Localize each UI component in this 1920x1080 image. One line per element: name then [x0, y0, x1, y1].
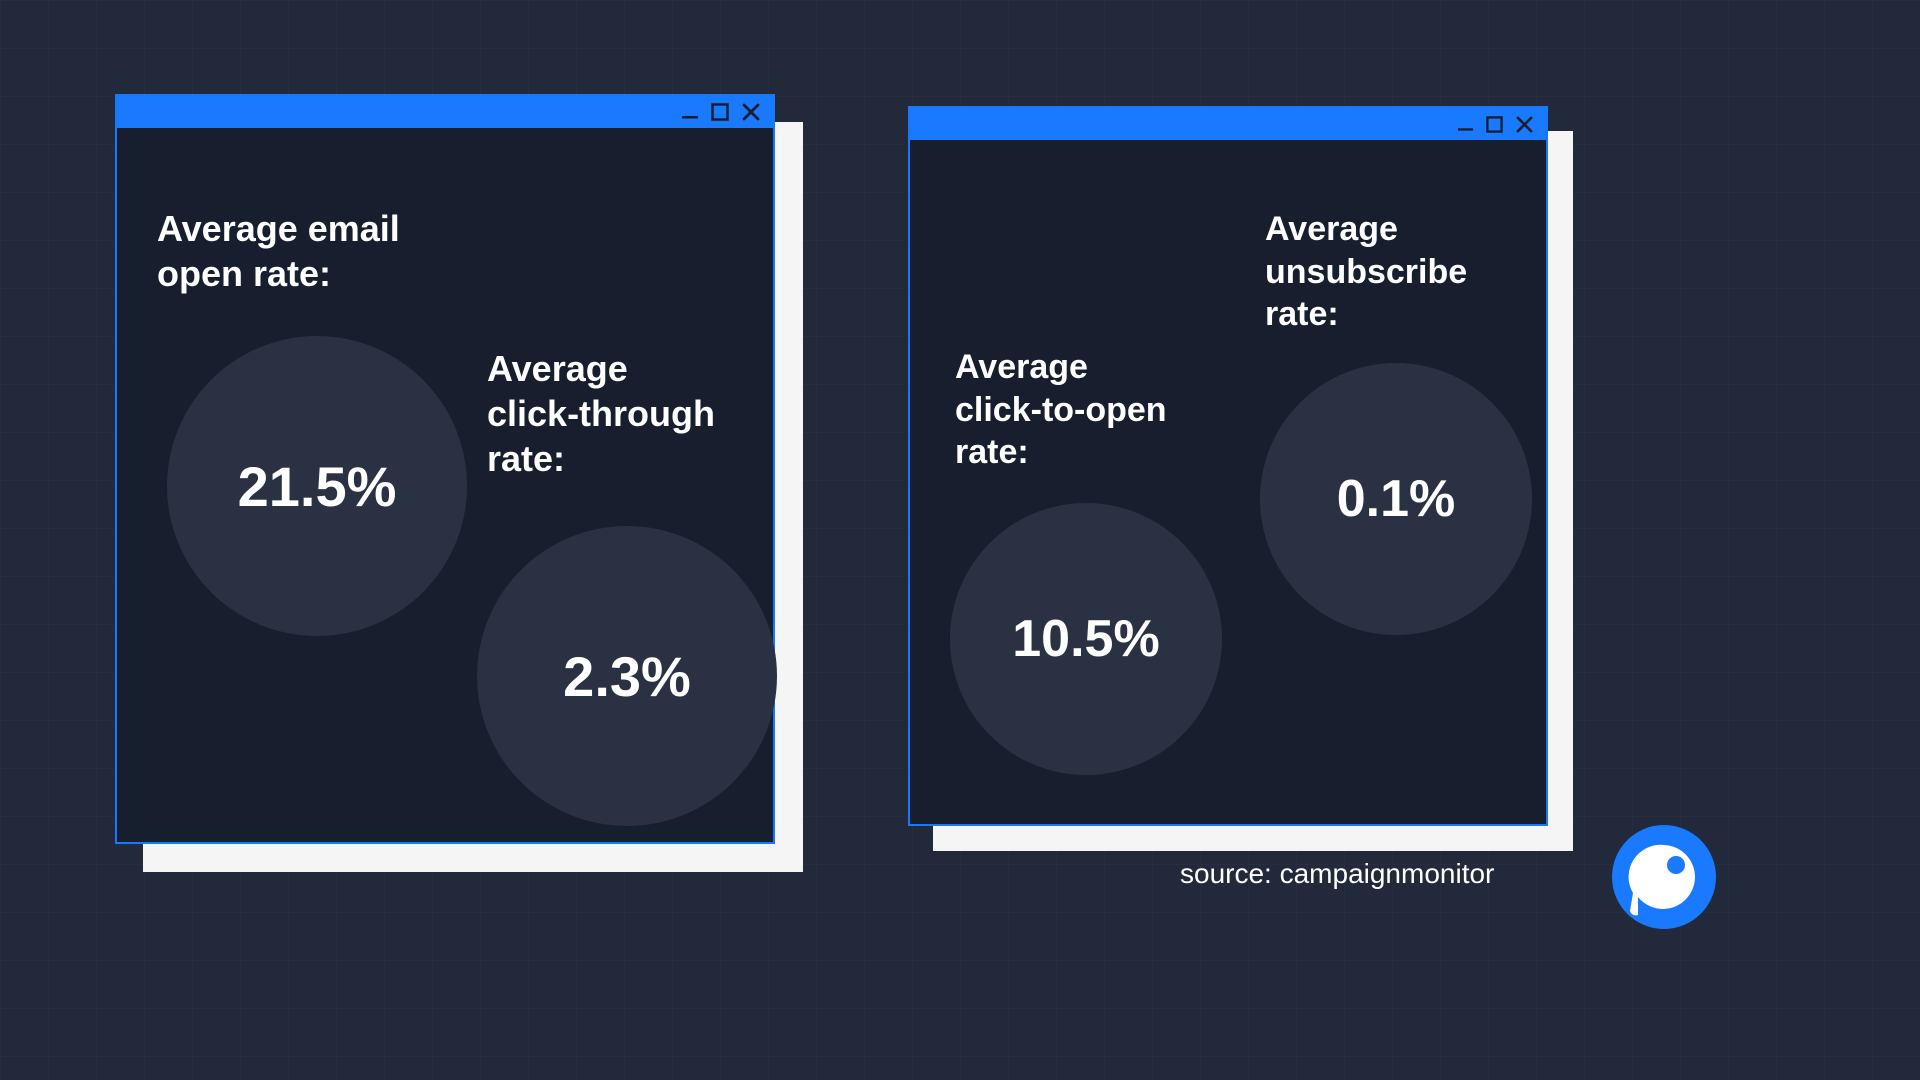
minimize-icon[interactable]: [681, 103, 699, 121]
metric-value-unsubscribe: 0.1%: [1337, 469, 1456, 529]
maximize-icon[interactable]: [711, 103, 729, 121]
source-label: source: campaignmonitor: [1180, 858, 1494, 890]
metric-label-open-rate: Average emailopen rate:: [157, 206, 400, 296]
brand-logo-icon: [1612, 825, 1716, 929]
metric-label-unsubscribe: Averageunsubscriberate:: [1265, 208, 1467, 336]
window-left: Average emailopen rate: 21.5% Averagecli…: [115, 94, 775, 844]
window-right: Averageunsubscriberate: 0.1% Averageclic…: [908, 106, 1548, 826]
maximize-icon[interactable]: [1486, 116, 1503, 133]
window-titlebar: [910, 108, 1546, 140]
metric-bubble-open-rate: 21.5%: [167, 336, 467, 636]
metric-value-ctr: 2.3%: [563, 644, 691, 709]
metric-label-ctr: Averageclick-throughrate:: [487, 346, 715, 481]
metric-value-open-rate: 21.5%: [238, 454, 397, 519]
window-titlebar: [117, 96, 773, 128]
metric-bubble-ctr: 2.3%: [477, 526, 777, 826]
metric-bubble-cto: 10.5%: [950, 503, 1222, 775]
metric-label-cto: Averageclick-to-openrate:: [955, 346, 1167, 474]
close-icon[interactable]: [741, 102, 761, 122]
minimize-icon[interactable]: [1457, 116, 1474, 133]
close-icon[interactable]: [1515, 115, 1534, 134]
metric-bubble-unsubscribe: 0.1%: [1260, 363, 1532, 635]
metric-value-cto: 10.5%: [1012, 609, 1159, 669]
